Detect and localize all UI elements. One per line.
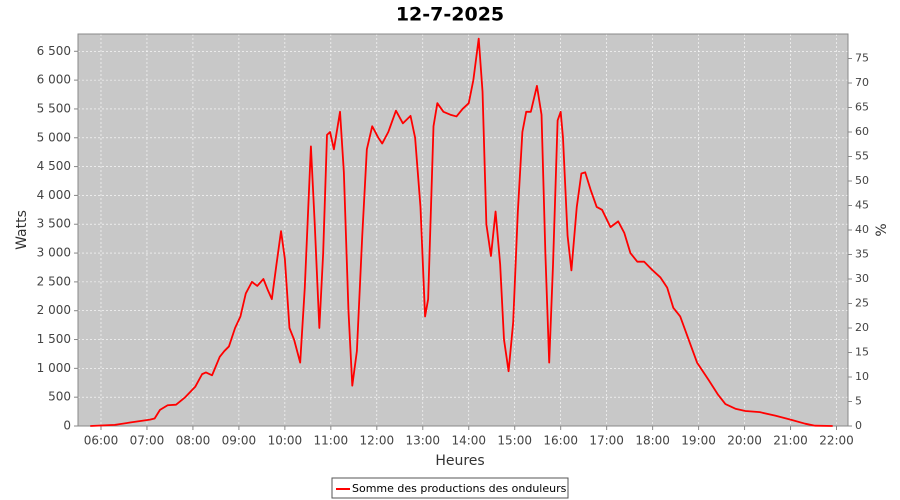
y2-tick-label: 45 — [855, 199, 869, 212]
x-tick-label: 13:00 — [405, 434, 440, 448]
x-tick-label: 06:00 — [84, 434, 119, 448]
x-tick-label: 10:00 — [268, 434, 303, 448]
x-tick-label: 21:00 — [773, 434, 808, 448]
x-tick-label: 07:00 — [130, 434, 165, 448]
x-tick-label: 20:00 — [727, 434, 762, 448]
chart-title: 12-7-2025 — [396, 4, 504, 26]
x-tick-label: 19:00 — [681, 434, 716, 448]
y-tick-label: 5 000 — [37, 130, 71, 144]
y-tick-label: 6 500 — [37, 44, 71, 58]
y-tick-label: 500 — [48, 390, 71, 404]
y2-tick-label: 50 — [855, 174, 869, 187]
y-tick-label: 4 000 — [37, 188, 71, 202]
x-tick-label: 15:00 — [497, 434, 532, 448]
y-tick-label: 3 000 — [37, 246, 71, 260]
legend-box — [331, 477, 569, 499]
legend-label: Somme des productions des onduleurs — [352, 482, 567, 495]
x-tick-label: 17:00 — [589, 434, 624, 448]
y-tick-label: 1 500 — [37, 332, 71, 346]
y2-tick-label: 10 — [855, 370, 869, 383]
x-tick-label: 12:00 — [360, 434, 395, 448]
x-tick-label: 18:00 — [635, 434, 670, 448]
y2-axis-label: % — [874, 223, 890, 236]
x-tick-label: 11:00 — [314, 434, 349, 448]
y-tick-label: 2 500 — [37, 274, 71, 288]
y2-tick-label: 20 — [855, 321, 869, 334]
y-tick-label: 3 500 — [37, 217, 71, 231]
y2-tick-label: 30 — [855, 272, 869, 285]
x-tick-label: 09:00 — [222, 434, 257, 448]
y-tick-label: 5 500 — [37, 101, 71, 115]
y2-tick-label: 5 — [855, 395, 862, 408]
x-tick-label: 08:00 — [176, 434, 211, 448]
plot-border — [77, 33, 849, 427]
y2-tick-label: 25 — [855, 297, 869, 310]
x-tick-label: 14:00 — [451, 434, 486, 448]
y2-tick-label: 65 — [855, 101, 869, 114]
y2-tick-label: 70 — [855, 76, 869, 89]
series-line — [90, 37, 833, 427]
y2-tick-label: 15 — [855, 346, 869, 359]
y-tick-label: 1 000 — [37, 361, 71, 375]
x-tick-label: 16:00 — [543, 434, 578, 448]
plot-area — [78, 34, 848, 426]
y-tick-label: 0 — [63, 419, 71, 433]
x-axis-label: Heures — [435, 453, 484, 469]
y-tick-label: 6 000 — [37, 73, 71, 87]
x-tick-label: 22:00 — [819, 434, 854, 448]
y2-tick-label: 55 — [855, 150, 869, 163]
y2-tick-label: 75 — [855, 52, 869, 65]
y-tick-label: 4 500 — [37, 159, 71, 173]
y2-tick-label: 60 — [855, 125, 869, 138]
y2-tick-label: 40 — [855, 223, 869, 236]
y-tick-label: 2 000 — [37, 303, 71, 317]
y2-tick-label: 35 — [855, 248, 869, 261]
y-axis-label: Watts — [14, 210, 30, 250]
y2-tick-label: 0 — [855, 419, 862, 432]
